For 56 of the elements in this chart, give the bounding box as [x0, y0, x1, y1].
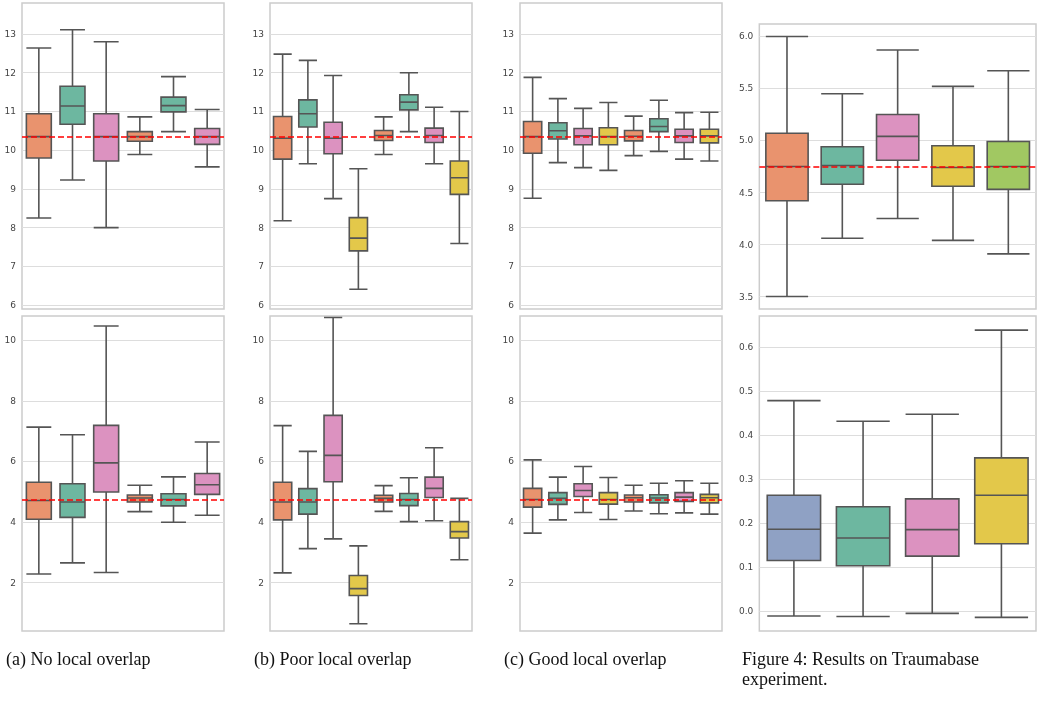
y-tick-label: 3.5 [738, 291, 754, 302]
y-tick-label: 13 [4, 28, 16, 39]
y-tick-label: 6 [258, 300, 265, 311]
y-tick-label: 10 [4, 335, 17, 346]
y-tick-label: 8 [10, 222, 17, 233]
y-tick-label: 4 [508, 516, 515, 527]
y-tick-label: 2 [10, 577, 16, 588]
y-tick-label: 2 [258, 577, 264, 588]
y-tick-label: 6 [258, 456, 265, 467]
y-tick-label: 11 [252, 106, 264, 117]
y-tick-label: 12 [4, 67, 16, 78]
y-tick-label: 7 [10, 261, 16, 272]
y-tick-label: 9 [258, 183, 265, 194]
y-tick-label: 12 [252, 67, 264, 78]
y-tick-label: 13 [252, 28, 264, 39]
y-tick-label: 2 [508, 577, 514, 588]
y-tick-label: 0.4 [738, 429, 754, 440]
y-tick-label: 6 [10, 456, 17, 467]
text: (b) Poor local overlap [254, 649, 412, 670]
y-tick-label: 4.5 [738, 187, 754, 198]
y-tick-label: 10 [4, 145, 17, 156]
y-tick-label: 8 [508, 222, 515, 233]
y-tick-label: 0.6 [738, 341, 754, 352]
y-tick-label: 0.0 [738, 606, 754, 617]
caption: Figure 4: Results on Traumabase experiment. [742, 649, 984, 689]
y-tick-label: 6 [10, 300, 17, 311]
y-tick-label: 0.3 [738, 474, 754, 485]
y-tick-label: 8 [10, 395, 17, 406]
y-tick-label: 10 [252, 145, 265, 156]
y-tick-label: 12 [502, 67, 514, 78]
y-tick-label: 0.2 [738, 518, 754, 529]
y-tick-label: 9 [508, 183, 515, 194]
y-tick-label: 6 [508, 300, 515, 311]
y-tick-label: 5.0 [738, 135, 754, 146]
y-tick-label: 8 [258, 222, 265, 233]
y-tick-label: 11 [502, 106, 514, 117]
y-tick-label: 6 [508, 456, 515, 467]
text: (a) No local overlap [6, 649, 151, 670]
y-tick-label: 5.5 [738, 83, 754, 94]
y-tick-label: 4 [258, 516, 265, 527]
text: (c) Good local overlap [504, 649, 667, 670]
y-tick-label: 7 [258, 261, 264, 272]
y-tick-label: 6.0 [738, 31, 754, 42]
y-tick-label: 10 [502, 335, 515, 346]
y-tick-label: 7 [508, 261, 514, 272]
y-tick-label: 0.1 [738, 562, 754, 573]
y-tick-label: 4.0 [738, 239, 754, 250]
y-tick-label: 10 [502, 145, 515, 156]
y-tick-label: 11 [4, 106, 16, 117]
y-tick-label: 4 [10, 516, 17, 527]
y-tick-label: 9 [10, 183, 17, 194]
y-tick-label: 10 [252, 335, 265, 346]
y-tick-label: 13 [502, 28, 514, 39]
y-tick-label: 0.5 [738, 385, 754, 396]
y-tick-label: 8 [258, 395, 265, 406]
y-tick-label: 8 [508, 395, 515, 406]
